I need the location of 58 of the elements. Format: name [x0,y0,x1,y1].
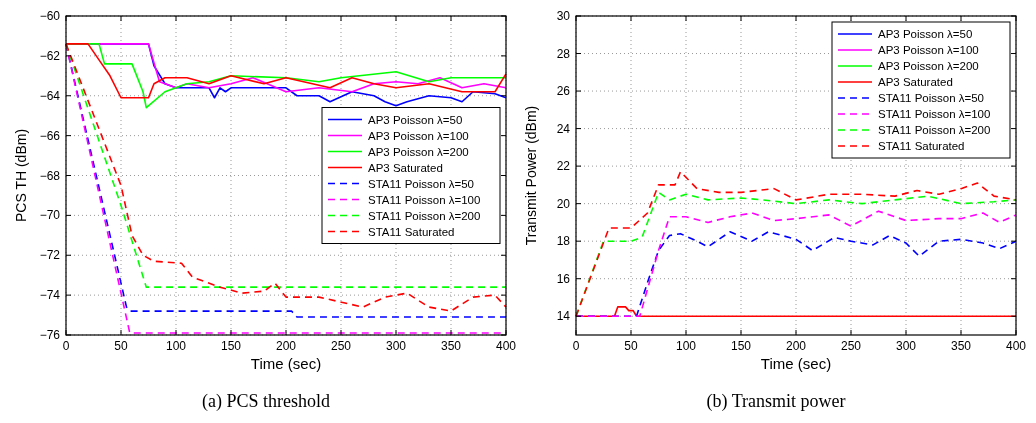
x-tick-label: 250 [840,339,862,353]
y-tick-label: 22 [556,159,571,174]
legend-label: STA11 Poisson λ=50 [368,177,475,190]
x-tick-label: 150 [730,339,752,353]
x-tick-label: 350 [440,339,462,353]
y-tick-label: −66 [39,128,61,143]
legend-label: STA11 Poisson λ=200 [878,124,991,136]
x-tick-label: 100 [165,339,187,353]
y-tick-label: 26 [556,84,571,99]
y-axis-title: PCS TH (dBm) [13,128,29,223]
y-tick-label: −62 [39,48,61,63]
x-tick-label: 200 [275,339,297,353]
y-tick-label: 18 [556,234,571,249]
y-tick-label: 20 [556,196,571,211]
x-axis-title: Time (sec) [760,355,832,372]
legend-label: STA11 Saturated [878,140,965,152]
legend-label: AP3 Poisson λ=200 [368,145,469,158]
y-tick-label: 30 [556,9,571,23]
y-tick-label: 14 [556,309,571,324]
x-tick-label: 300 [895,339,917,353]
legend-label: AP3 Poisson λ=100 [878,44,979,56]
x-tick-label: 100 [675,339,697,353]
x-tick-label: 0 [62,339,70,353]
legend-label: STA11 Poisson λ=100 [368,193,481,206]
x-tick-label: 350 [950,339,972,353]
x-tick-label: 250 [330,339,352,353]
text: (a) PCS threshold [202,391,330,412]
x-tick-label: 400 [1005,339,1027,353]
legend-label: STA11 Poisson λ=200 [368,209,481,222]
y-tick-label: 28 [556,46,571,61]
legend-label: STA11 Poisson λ=100 [878,108,991,120]
y-tick-label: 16 [556,271,571,286]
y-tick-label: −64 [39,88,61,103]
x-tick-label: 0 [572,339,580,353]
x-tick-label: 50 [624,339,638,353]
legend-label: AP3 Poisson λ=100 [368,129,469,142]
x-tick-label: 300 [385,339,407,353]
y-tick-label: −74 [39,288,61,303]
legend-label: AP3 Poisson λ=50 [368,113,463,126]
x-tick-label: 200 [785,339,807,353]
y-tick-label: 24 [556,121,571,136]
legend-label: AP3 Poisson λ=50 [878,28,973,40]
legend-label: AP3 Poisson λ=200 [878,60,979,72]
legend-label: STA11 Poisson λ=50 [878,92,985,104]
y-tick-label: −70 [39,208,61,223]
x-tick-label: 150 [220,339,242,353]
legend-label: STA11 Saturated [368,225,455,238]
y-tick-label: −68 [39,168,61,183]
text: (b) Transmit power [706,391,846,412]
legend-label: AP3 Saturated [878,76,953,88]
x-tick-label: 50 [114,339,128,353]
y-tick-label: −76 [39,328,61,342]
y-tick-label: −72 [39,248,61,263]
y-tick-label: −60 [39,9,61,23]
legend-label: AP3 Saturated [368,161,443,174]
x-axis-title: Time (sec) [250,355,322,372]
x-tick-label: 400 [495,339,517,353]
y-axis-title: Transmit Power (dBm) [523,105,539,246]
